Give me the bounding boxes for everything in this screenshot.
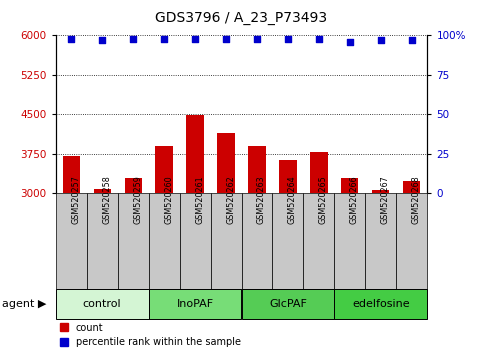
Bar xyxy=(366,193,397,289)
Bar xyxy=(156,146,172,193)
Bar xyxy=(341,178,358,193)
Text: GSM520259: GSM520259 xyxy=(133,175,142,224)
Point xyxy=(191,36,199,41)
Point xyxy=(315,36,323,41)
Bar xyxy=(303,193,334,289)
Text: InoPAF: InoPAF xyxy=(176,298,213,309)
Bar xyxy=(56,193,86,289)
Bar xyxy=(272,193,303,289)
Bar xyxy=(217,132,235,193)
Bar xyxy=(372,190,389,193)
Text: GlcPAF: GlcPAF xyxy=(269,298,307,309)
Point xyxy=(284,36,292,41)
Text: GDS3796 / A_23_P73493: GDS3796 / A_23_P73493 xyxy=(156,11,327,25)
Point xyxy=(67,36,75,41)
Text: edelfosine: edelfosine xyxy=(352,298,410,309)
Point xyxy=(377,37,385,43)
Text: GSM520266: GSM520266 xyxy=(350,175,359,224)
Bar xyxy=(242,193,272,289)
Text: agent ▶: agent ▶ xyxy=(2,298,47,309)
Point xyxy=(160,36,168,41)
Text: GSM520263: GSM520263 xyxy=(257,175,266,224)
Point xyxy=(408,37,416,43)
Text: GSM520265: GSM520265 xyxy=(319,175,328,224)
Point xyxy=(222,36,230,41)
Bar xyxy=(334,193,366,289)
Bar xyxy=(86,193,117,289)
Bar xyxy=(311,153,327,193)
Text: GSM520267: GSM520267 xyxy=(381,175,390,224)
Bar xyxy=(180,193,211,289)
Bar xyxy=(149,289,242,319)
Text: control: control xyxy=(83,298,121,309)
Bar xyxy=(397,193,427,289)
Bar xyxy=(211,193,242,289)
Text: GSM520260: GSM520260 xyxy=(164,175,173,224)
Bar xyxy=(334,289,427,319)
Text: GSM520261: GSM520261 xyxy=(195,175,204,224)
Bar xyxy=(117,193,149,289)
Point xyxy=(253,36,261,41)
Bar xyxy=(94,189,111,193)
Bar xyxy=(186,115,203,193)
Point xyxy=(346,39,354,45)
Bar xyxy=(56,289,149,319)
Bar xyxy=(149,193,180,289)
Bar xyxy=(403,181,421,193)
Point xyxy=(129,36,137,41)
Text: GSM520264: GSM520264 xyxy=(288,175,297,224)
Text: GSM520257: GSM520257 xyxy=(71,175,80,224)
Bar xyxy=(125,178,142,193)
Text: GSM520258: GSM520258 xyxy=(102,175,111,224)
Bar xyxy=(62,156,80,193)
Legend: count, percentile rank within the sample: count, percentile rank within the sample xyxy=(60,322,241,347)
Text: GSM520262: GSM520262 xyxy=(226,175,235,224)
Text: GSM520268: GSM520268 xyxy=(412,175,421,224)
Bar xyxy=(248,146,266,193)
Bar xyxy=(242,289,334,319)
Bar xyxy=(280,160,297,193)
Point xyxy=(98,37,106,43)
